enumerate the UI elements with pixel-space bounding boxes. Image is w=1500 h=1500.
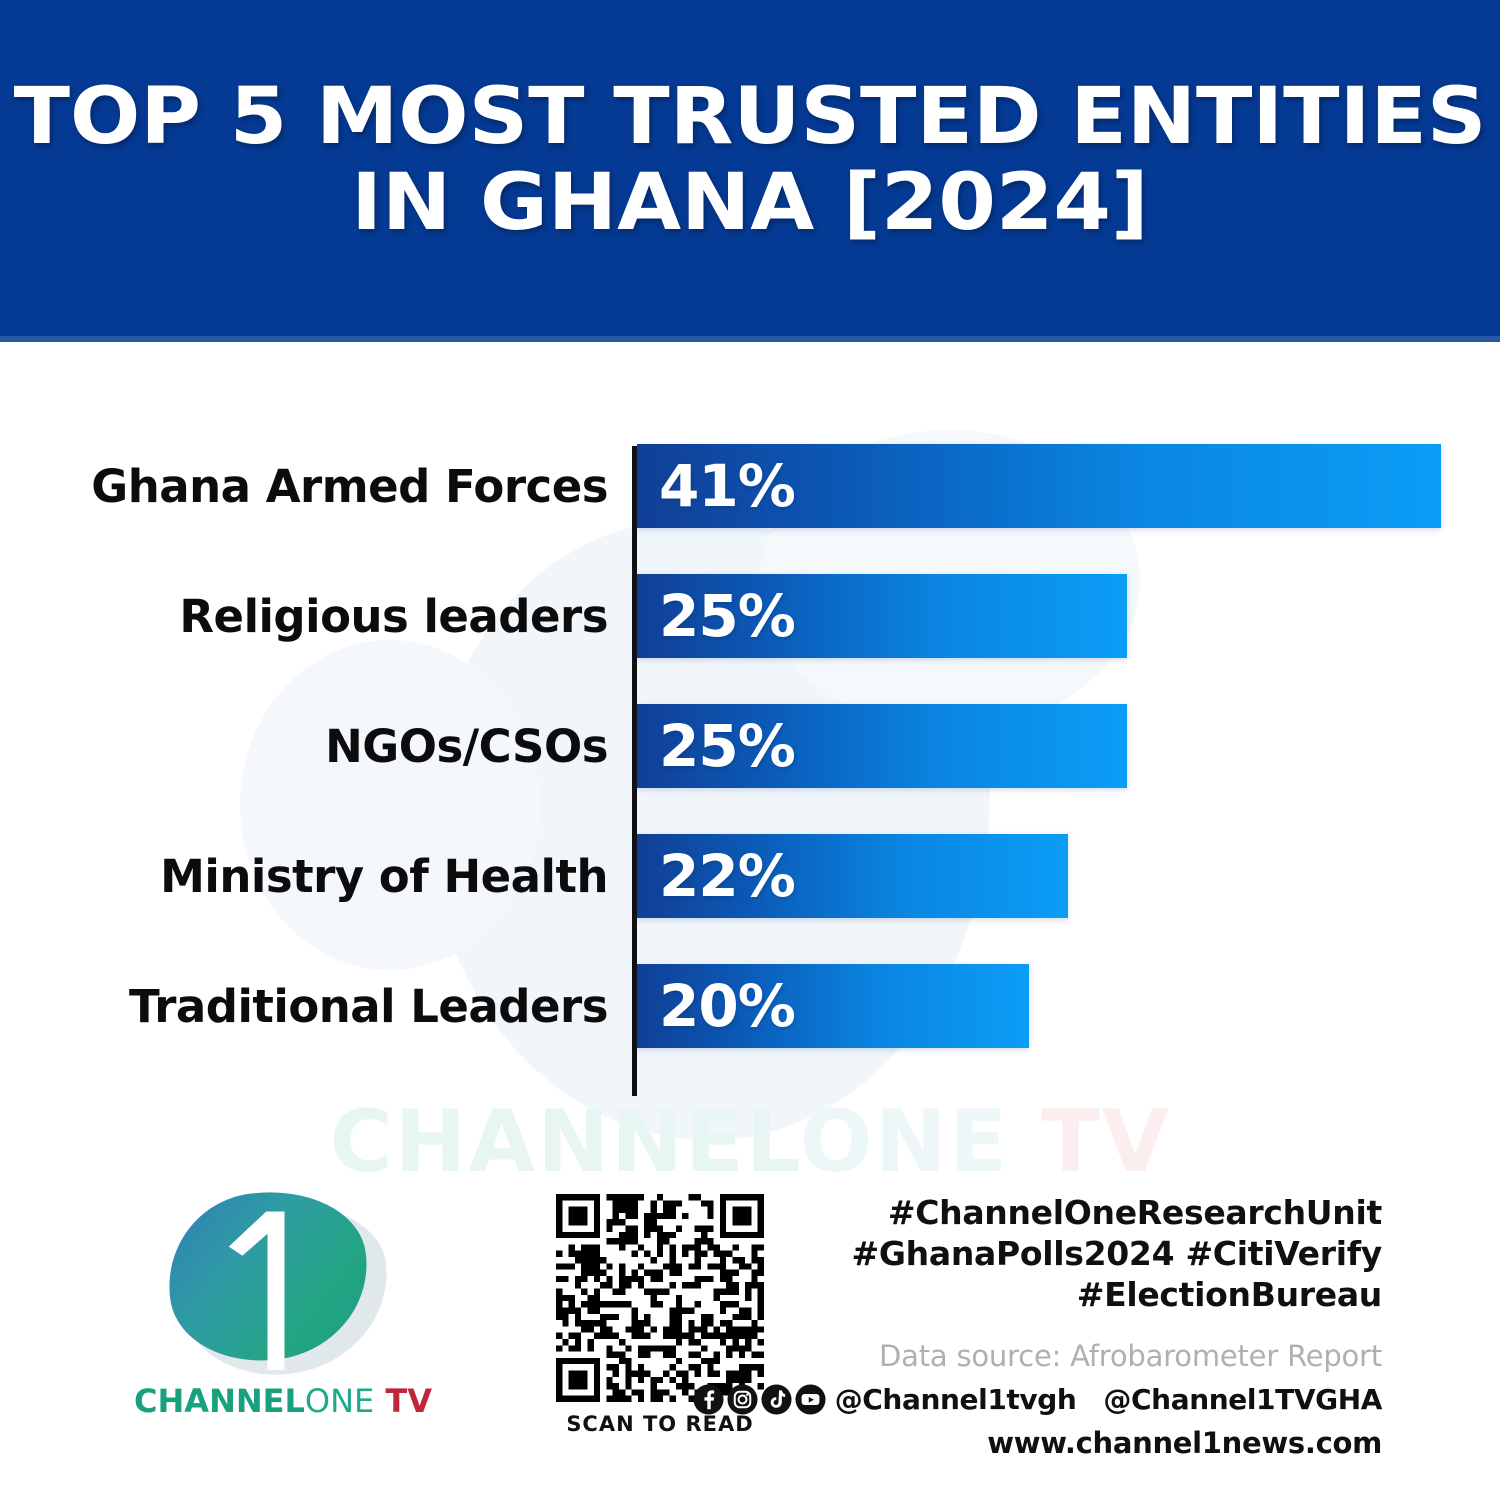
social-handle-main[interactable]: @Channel1tvgh (834, 1383, 1077, 1416)
logo-wordmark: CHANNELONE TV (118, 1382, 448, 1420)
hashtag-line-1: #ChannelOneResearchUnit (887, 1193, 1382, 1232)
header-divider (0, 336, 1500, 342)
hashtags: #ChannelOneResearchUnit #GhanaPolls2024 … (842, 1192, 1383, 1315)
youtube-icon[interactable] (795, 1384, 826, 1415)
title-line-1: TOP 5 MOST TRUSTED ENTITIES (13, 72, 1487, 162)
logo-numeral-one-icon (228, 1211, 285, 1370)
chart-row: Traditional Leaders 20% (0, 954, 1500, 1058)
logo-mark (157, 1178, 408, 1385)
bar-value-label: 41% (659, 452, 796, 520)
page-title: TOP 5 MOST TRUSTED ENTITIES IN GHANA [20… (0, 74, 1500, 246)
watermark-part-2: ONE (799, 1092, 1010, 1192)
footer: CHANNELONE TV SCAN TO READ #ChannelOneRe… (0, 1178, 1500, 1500)
category-label: Ministry of Health (160, 849, 608, 903)
bar-chart: Ghana Armed Forces 41% Religious leaders 25… (0, 342, 1500, 1102)
chart-row: Ministry of Health 22% (0, 824, 1500, 928)
category-label: NGOs/CSOs (325, 719, 608, 773)
bar-value-label: 25% (659, 582, 796, 650)
data-source-note: Data source: Afrobarometer Report (879, 1339, 1382, 1373)
chart-row: Religious leaders 25% (0, 564, 1500, 668)
header-banner: TOP 5 MOST TRUSTED ENTITIES IN GHANA [20… (0, 0, 1500, 342)
chart-row: Ghana Armed Forces 41% (0, 434, 1500, 538)
qr-caption: SCAN TO READ (566, 1412, 754, 1436)
bar-value-label: 22% (659, 842, 796, 910)
hashtag-line-3: #ElectionBureau (1076, 1275, 1383, 1314)
chart-bar: 25% (637, 574, 1128, 658)
watermark-part-1: CHANNEL (329, 1092, 800, 1192)
bar-value-label: 20% (659, 972, 796, 1040)
instagram-icon[interactable] (727, 1384, 758, 1415)
category-label: Ghana Armed Forces (91, 459, 608, 513)
hashtag-line-2: #GhanaPolls2024 #CitiVerify (851, 1234, 1383, 1273)
qr-code-icon[interactable] (556, 1194, 764, 1402)
website-url[interactable]: www.channel1news.com (987, 1426, 1382, 1460)
category-label: Religious leaders (179, 589, 608, 643)
qr-block[interactable]: SCAN TO READ (540, 1194, 780, 1436)
footer-info: #ChannelOneResearchUnit #GhanaPolls2024 … (693, 1192, 1383, 1460)
social-row: @Channel1tvgh @Channel1TVGHA (693, 1383, 1382, 1416)
logo-word-one: ONE (304, 1382, 375, 1420)
tiktok-icon[interactable] (761, 1384, 792, 1415)
chart-bar: 22% (637, 834, 1069, 918)
title-line-2: IN GHANA [2024] (351, 158, 1149, 248)
logo-word-tv: TV (374, 1382, 432, 1420)
logo-word-channel: CHANNEL (134, 1382, 305, 1420)
chart-bar: 20% (637, 964, 1030, 1048)
channel-watermark: CHANNELONE TV (0, 1092, 1500, 1192)
category-label: Traditional Leaders (128, 979, 609, 1033)
chart-bar: 25% (637, 704, 1128, 788)
facebook-icon[interactable] (693, 1384, 724, 1415)
chart-bar: 41% (637, 444, 1441, 528)
watermark-part-3: TV (1009, 1092, 1171, 1192)
social-icon-group (693, 1384, 826, 1415)
bar-value-label: 25% (659, 712, 796, 780)
social-handle-x[interactable]: @Channel1TVGHA (1103, 1383, 1382, 1416)
brand-logo: CHANNELONE TV (118, 1178, 448, 1438)
chart-row: NGOs/CSOs 25% (0, 694, 1500, 798)
